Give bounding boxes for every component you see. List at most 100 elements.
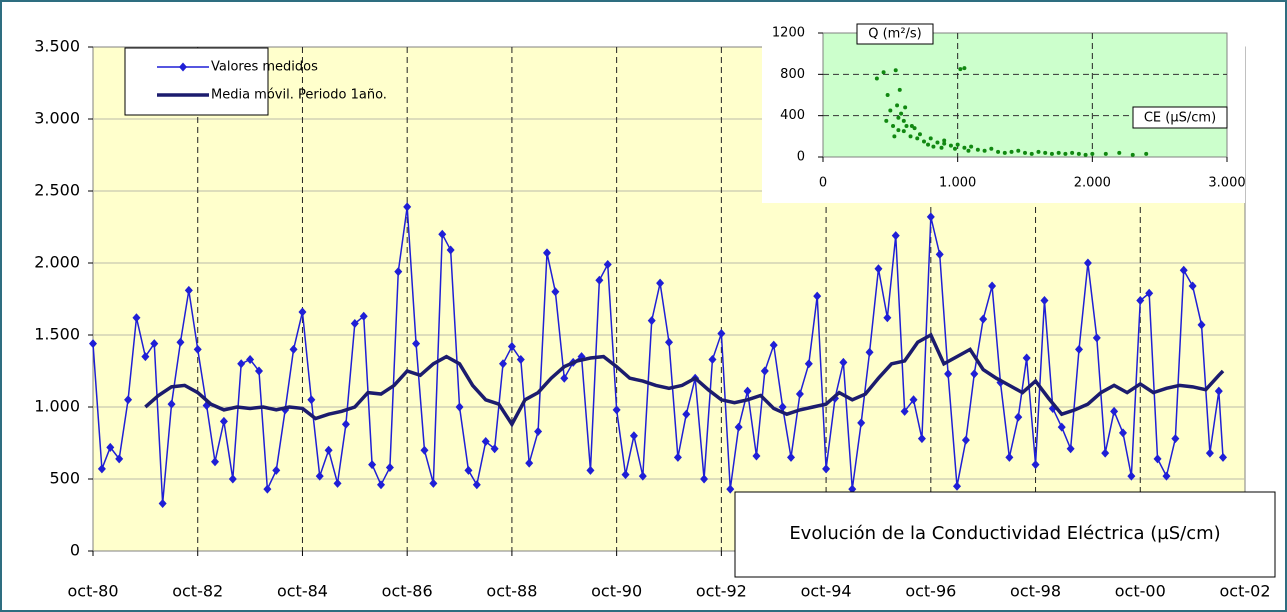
x-tick-label: 3.000 — [1208, 176, 1245, 191]
marker — [1219, 452, 1228, 462]
plot-area — [822, 32, 1228, 158]
marker — [490, 444, 499, 454]
point — [891, 124, 896, 128]
point — [885, 93, 890, 97]
annotation-box — [734, 491, 1276, 578]
point — [912, 126, 917, 131]
marker — [97, 464, 106, 474]
marker — [1066, 444, 1075, 454]
marker — [464, 465, 473, 475]
marker — [525, 458, 534, 468]
point — [962, 66, 967, 71]
marker — [412, 339, 421, 349]
x-tick-label: oct-02 — [1220, 582, 1271, 601]
marker — [586, 465, 595, 475]
y-tick-label: 0 — [797, 150, 805, 165]
marker — [612, 405, 621, 415]
marker — [857, 418, 866, 428]
marker — [708, 354, 717, 364]
marker — [822, 464, 831, 474]
point — [899, 111, 904, 116]
marker — [1092, 333, 1101, 343]
marker — [970, 369, 979, 379]
marker — [263, 484, 272, 494]
x-tick-label: oct-82 — [172, 582, 223, 601]
marker — [1014, 412, 1023, 422]
point — [1056, 150, 1061, 155]
marker — [891, 231, 900, 241]
point — [892, 134, 897, 139]
y-tick-label: 2.000 — [34, 253, 80, 272]
marker — [865, 347, 874, 357]
marker — [446, 245, 455, 255]
marker — [438, 229, 447, 239]
marker — [1005, 452, 1014, 462]
x-axis-label: CE (µS/cm) — [1144, 111, 1216, 126]
marker — [368, 460, 377, 470]
point — [942, 141, 947, 146]
point — [1023, 150, 1027, 155]
marker — [315, 471, 324, 481]
y-tick-label: 400 — [780, 108, 805, 123]
point — [1070, 150, 1075, 155]
y-tick-label: 2.500 — [34, 181, 80, 200]
point — [952, 146, 957, 151]
marker — [926, 212, 935, 222]
marker — [900, 406, 909, 416]
marker — [176, 337, 185, 347]
marker — [1022, 353, 1031, 363]
point — [901, 129, 906, 134]
point — [895, 103, 900, 108]
x-tick-label: 2.000 — [1074, 176, 1111, 191]
marker — [237, 359, 246, 369]
marker — [534, 426, 543, 436]
marker — [115, 454, 124, 464]
point — [948, 143, 953, 148]
point — [1090, 151, 1095, 156]
point — [935, 140, 940, 145]
point — [915, 136, 920, 141]
point — [922, 139, 926, 144]
annotation: Evolución de la Conductividad Eléctrica … — [789, 523, 1220, 544]
marker — [289, 344, 298, 354]
marker — [839, 357, 848, 367]
marker — [1127, 471, 1136, 481]
marker — [403, 202, 412, 212]
marker — [298, 307, 307, 317]
point — [931, 144, 936, 149]
marker — [254, 366, 263, 376]
x-label-box — [1132, 106, 1228, 129]
x-tick-label: oct-98 — [1010, 582, 1061, 601]
point — [903, 105, 908, 110]
point — [969, 144, 974, 149]
marker — [560, 373, 569, 383]
marker — [874, 264, 883, 274]
point — [884, 118, 889, 123]
marker — [246, 354, 255, 364]
marker — [673, 452, 682, 462]
x-tick-label: oct-80 — [68, 582, 119, 601]
marker — [804, 359, 813, 369]
legend-marker — [179, 62, 187, 72]
marker — [595, 275, 604, 285]
point — [1063, 151, 1068, 156]
point — [1083, 152, 1088, 157]
point — [1144, 151, 1149, 156]
point — [962, 145, 967, 150]
x-tick-label: oct-88 — [486, 582, 537, 601]
marker — [394, 267, 403, 277]
point — [897, 87, 902, 92]
x-tick-label: oct-00 — [1115, 582, 1166, 601]
marker — [219, 416, 228, 426]
marker — [647, 316, 656, 326]
marker — [935, 249, 944, 259]
marker — [481, 437, 490, 447]
point — [996, 149, 1001, 154]
marker — [307, 395, 316, 405]
point — [1029, 151, 1034, 156]
marker — [961, 435, 970, 445]
point — [958, 67, 963, 72]
point — [982, 148, 987, 153]
point — [942, 138, 947, 143]
